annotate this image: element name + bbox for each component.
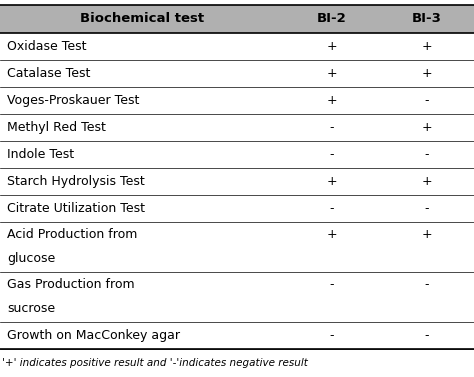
- Text: -: -: [329, 277, 334, 291]
- Text: +: +: [327, 94, 337, 107]
- Text: +: +: [421, 228, 432, 241]
- Text: +: +: [421, 175, 432, 188]
- Text: +: +: [421, 67, 432, 80]
- Text: Biochemical test: Biochemical test: [80, 12, 204, 26]
- Text: -: -: [424, 277, 429, 291]
- Bar: [0, 87, 474, 114]
- Text: Gas Production from: Gas Production from: [7, 277, 135, 291]
- Bar: [0, 322, 474, 349]
- Text: -: -: [329, 329, 334, 342]
- Text: +: +: [327, 228, 337, 241]
- Bar: [0, 141, 474, 168]
- Text: +: +: [421, 40, 432, 53]
- Text: Acid Production from: Acid Production from: [7, 228, 137, 241]
- Bar: [0, 195, 474, 222]
- Text: Growth on MacConkey agar: Growth on MacConkey agar: [7, 329, 180, 342]
- Text: sucrose: sucrose: [7, 302, 55, 315]
- Bar: [0, 272, 474, 322]
- Text: Catalase Test: Catalase Test: [7, 67, 91, 80]
- Text: +: +: [327, 67, 337, 80]
- Text: Methyl Red Test: Methyl Red Test: [7, 121, 106, 134]
- Text: +: +: [421, 121, 432, 134]
- Text: BI-2: BI-2: [317, 12, 346, 26]
- Text: Indole Test: Indole Test: [7, 148, 74, 161]
- Text: -: -: [424, 202, 429, 215]
- Bar: [0, 33, 474, 60]
- Text: -: -: [329, 148, 334, 161]
- Bar: [0, 5, 474, 33]
- Text: +: +: [327, 175, 337, 188]
- Text: glucose: glucose: [7, 252, 55, 265]
- Text: BI-3: BI-3: [411, 12, 442, 26]
- Text: -: -: [329, 202, 334, 215]
- Bar: [0, 168, 474, 195]
- Text: -: -: [424, 148, 429, 161]
- Text: -: -: [329, 121, 334, 134]
- Text: Voges-Proskauer Test: Voges-Proskauer Test: [7, 94, 139, 107]
- Text: Starch Hydrolysis Test: Starch Hydrolysis Test: [7, 175, 145, 188]
- Bar: [0, 114, 474, 141]
- Text: -: -: [424, 94, 429, 107]
- Bar: [0, 60, 474, 87]
- Text: Oxidase Test: Oxidase Test: [7, 40, 87, 53]
- Text: '+' indicates positive result and '-'indicates negative result: '+' indicates positive result and '-'ind…: [2, 359, 308, 368]
- Text: -: -: [424, 329, 429, 342]
- Text: +: +: [327, 40, 337, 53]
- Text: Citrate Utilization Test: Citrate Utilization Test: [7, 202, 145, 215]
- Bar: [0, 222, 474, 272]
